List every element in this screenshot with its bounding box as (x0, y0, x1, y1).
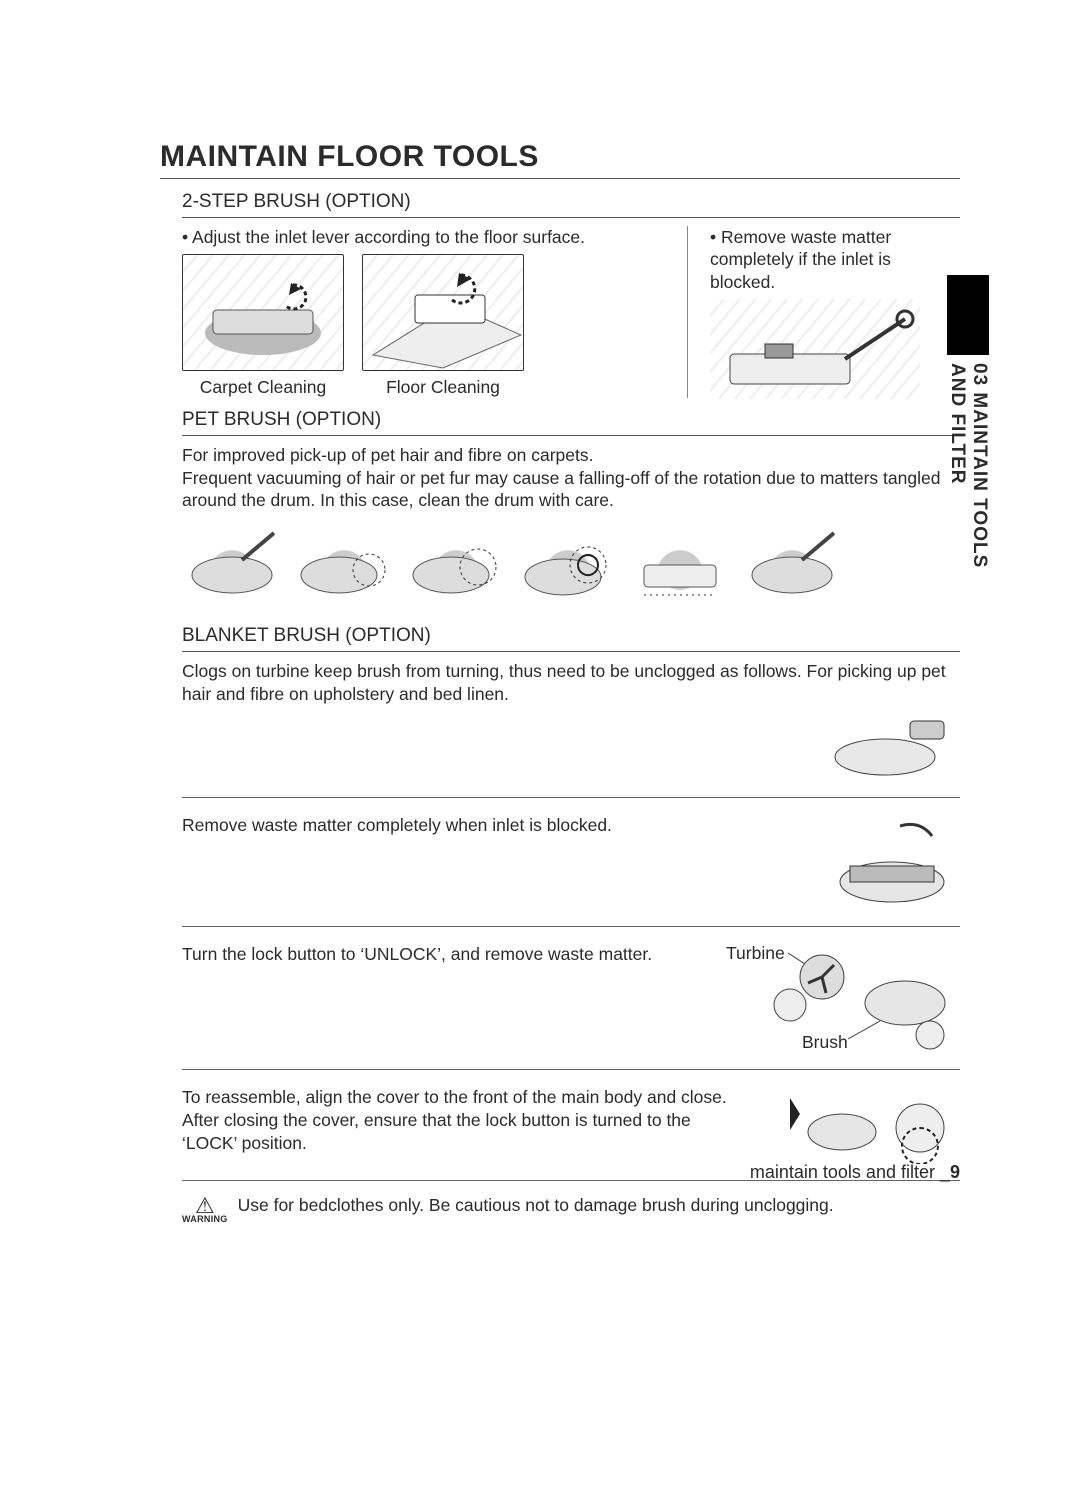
page-title: MAINTAIN FLOOR TOOLS (160, 140, 960, 179)
blanket-step-2: Remove waste matter completely when inle… (182, 814, 800, 837)
caption-carpet: Carpet Cleaning (200, 377, 326, 398)
warning-row: ⚠ WARNING Use for bedclothes only. Be ca… (182, 1187, 960, 1224)
figure-carpet-cleaning (182, 254, 344, 371)
footer-text: maintain tools and filter _ (750, 1162, 950, 1182)
tab-label: 03 MAINTAIN TOOLS AND FILTER (946, 363, 990, 608)
blanket-fig-4 (770, 1086, 960, 1164)
section-tab: 03 MAINTAIN TOOLS AND FILTER (946, 275, 990, 608)
warning-text: Use for bedclothes only. Be cautious not… (238, 1195, 834, 1216)
footer-page-number: 9 (950, 1162, 960, 1182)
step-brush-left-text: • Adjust the inlet lever according to th… (182, 226, 677, 248)
pet-fig-3 (406, 525, 506, 607)
figure-remove-waste (710, 299, 920, 399)
blanket-step-4: To reassemble, align the cover to the fr… (182, 1086, 750, 1154)
blanket-fig-3: Turbine Brush (730, 943, 960, 1053)
pet-fig-6 (742, 525, 842, 607)
pet-fig-2 (294, 525, 394, 607)
pet-fig-5 (630, 525, 730, 607)
heading-blanket-brush: BLANKET BRUSH (OPTION) (182, 625, 960, 652)
blanket-fig-2 (820, 814, 960, 910)
step-brush-columns: • Adjust the inlet lever according to th… (182, 226, 960, 399)
pet-fig-4 (518, 525, 618, 607)
pet-fig-1 (182, 525, 282, 607)
heading-pet-brush: PET BRUSH (OPTION) (182, 409, 960, 436)
warning-label: WARNING (182, 1215, 228, 1224)
figure-floor-cleaning (362, 254, 524, 371)
blanket-step-3: Turn the lock button to ‘UNLOCK’, and re… (182, 943, 710, 966)
callout-brush: Brush (802, 1032, 848, 1053)
callout-turbine: Turbine (726, 943, 785, 964)
heading-step-brush: 2-STEP BRUSH (OPTION) (182, 191, 960, 218)
caption-floor: Floor Cleaning (386, 377, 500, 398)
blanket-fig-intro (820, 715, 960, 781)
page-footer: maintain tools and filter _9 (750, 1162, 960, 1183)
blanket-intro: Clogs on turbine keep brush from turning… (182, 660, 960, 705)
tab-marker (947, 275, 989, 355)
pet-brush-body: For improved pick-up of pet hair and fib… (182, 444, 960, 511)
step-brush-right-text: • Remove waste matter completely if the … (710, 226, 960, 293)
warning-icon: ⚠ WARNING (182, 1195, 228, 1224)
pet-brush-figures (182, 525, 960, 607)
